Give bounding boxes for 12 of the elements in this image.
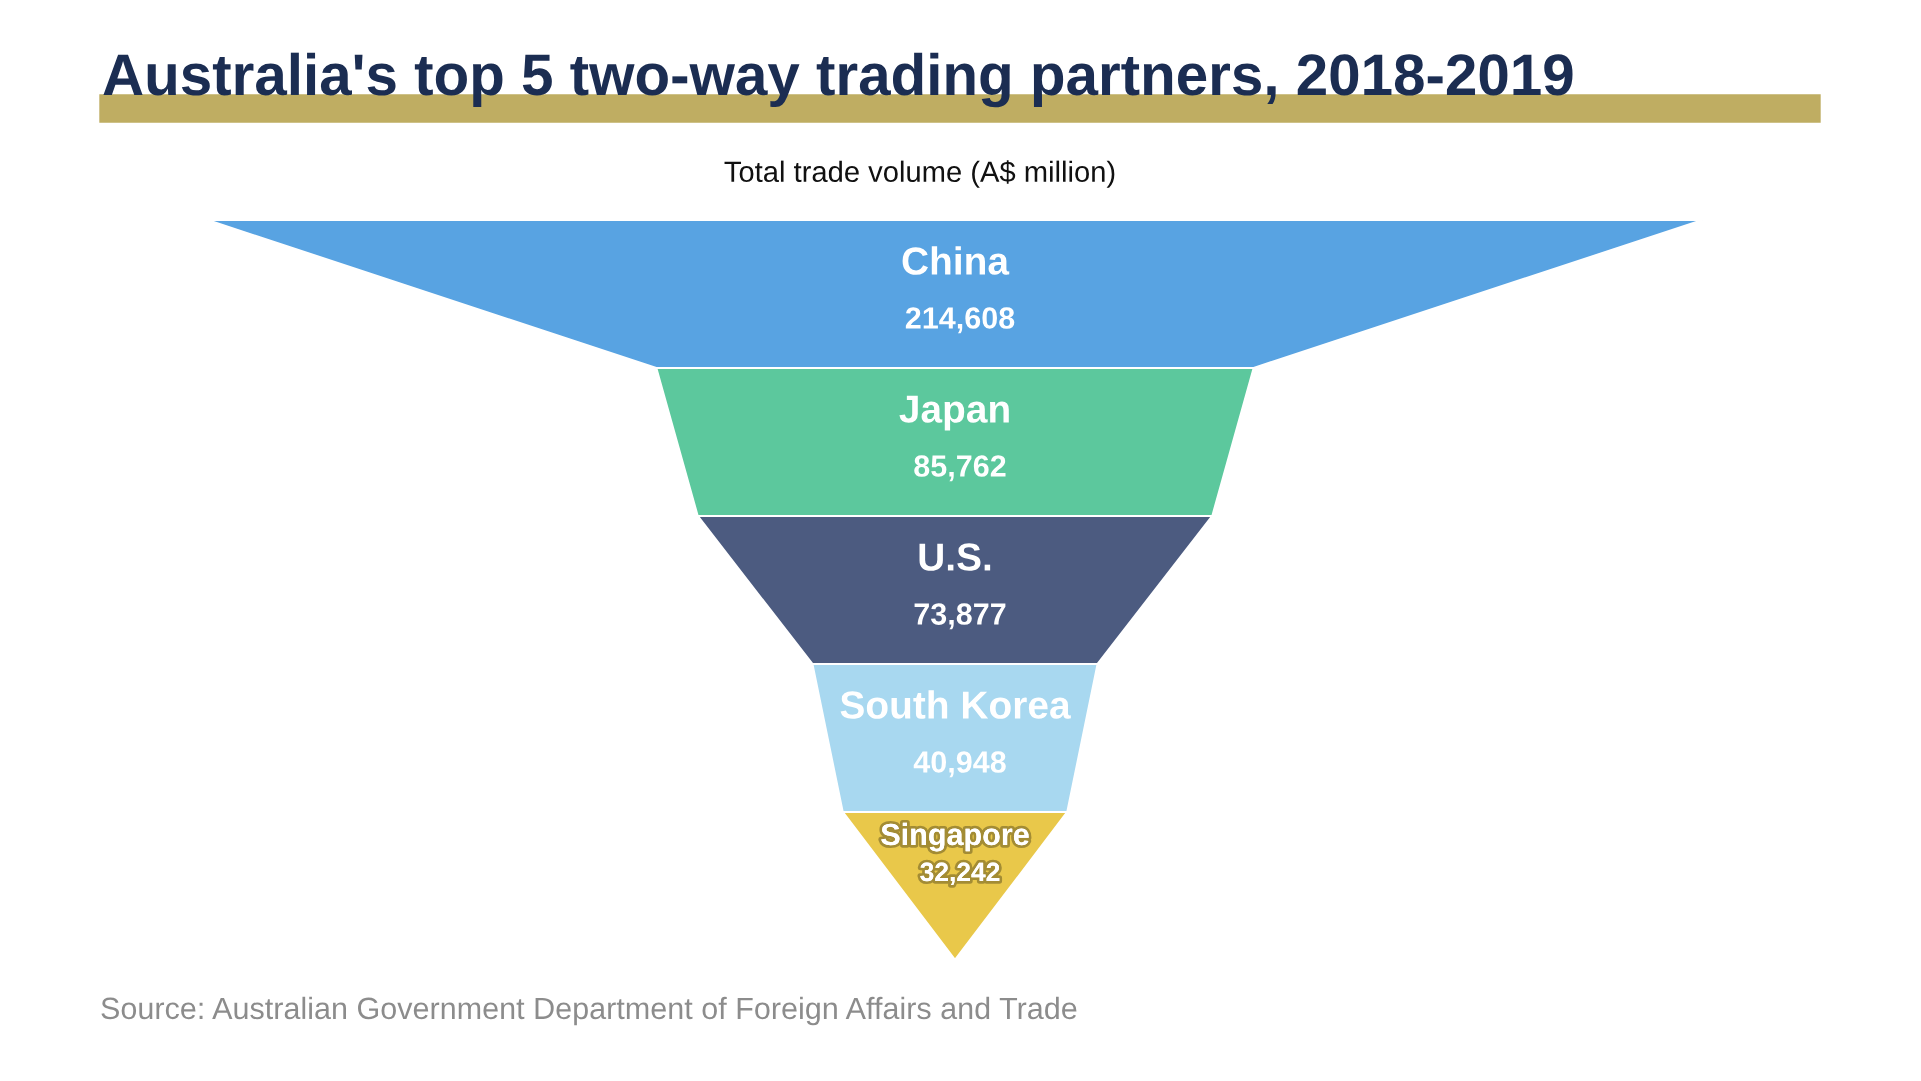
source-note: Source: Australian Government Department of Foreign Affairs and Trade bbox=[101, 996, 1077, 1026]
category-label: China bbox=[902, 246, 1010, 275]
data-label: 73,877 bbox=[914, 603, 1006, 630]
data-label: 85,762 bbox=[914, 455, 1006, 482]
data-label: 214,608 bbox=[905, 307, 1015, 334]
data-label: 32,242 bbox=[920, 862, 1000, 886]
category-label: South Korea bbox=[840, 690, 1071, 719]
category-label: Japan bbox=[899, 395, 1009, 431]
data-label: 40,948 bbox=[913, 751, 1006, 778]
category-label: U.S. bbox=[919, 543, 991, 571]
text: Total trade volume (A$ million) bbox=[724, 160, 1115, 188]
category-label: Singapore bbox=[881, 822, 1029, 852]
